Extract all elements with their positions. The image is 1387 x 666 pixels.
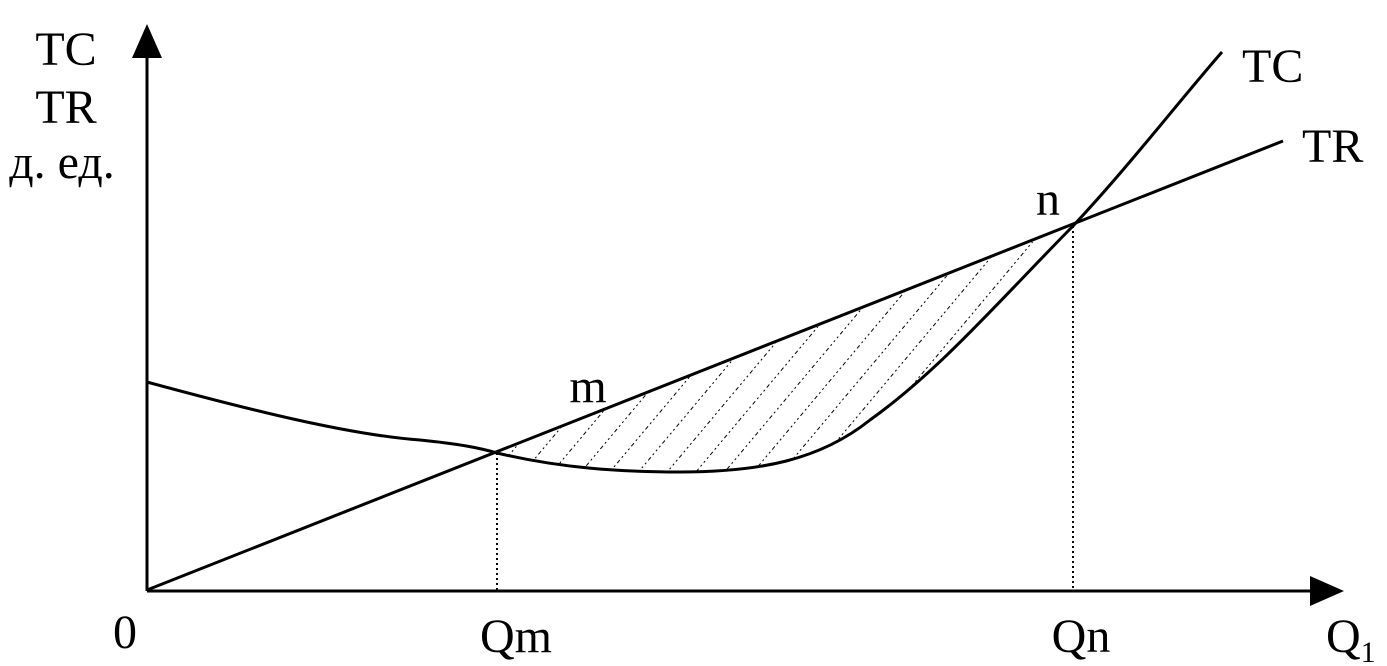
hatched-area (497, 226, 1073, 472)
curve-label: TC (1242, 40, 1303, 93)
y-arrow (132, 24, 162, 58)
curve-label: TR (1302, 120, 1363, 173)
point-label: n (1036, 173, 1060, 226)
y-label: TC (35, 23, 96, 76)
y-label: TR (35, 81, 96, 134)
x-point-label: Qn (1052, 610, 1111, 663)
x-label-main: Q (1326, 610, 1361, 663)
x-point-label: Qm (480, 610, 552, 663)
x-label: Q1 (1326, 610, 1376, 666)
y-label: д. ед. (9, 136, 115, 189)
point-label: m (569, 360, 606, 413)
origin-label: 0 (113, 606, 137, 659)
tc-curve (146, 51, 1224, 474)
x-arrow (1310, 576, 1344, 606)
x-label-sub: 1 (1361, 636, 1376, 666)
tr-line (146, 139, 1284, 592)
